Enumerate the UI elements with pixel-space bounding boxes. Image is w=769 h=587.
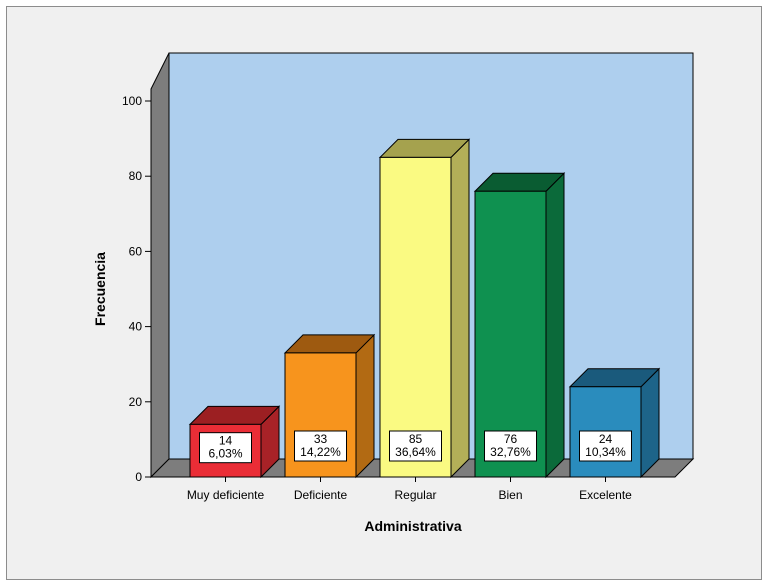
bar-side (640, 367, 660, 479)
data-label-count: 33 (314, 432, 328, 446)
y-tick-label: 0 (135, 470, 142, 484)
data-label-percent: 14,22% (300, 445, 341, 459)
data-label-box (484, 430, 537, 462)
data-label-count: 85 (409, 432, 423, 446)
y-tick-label: 20 (129, 395, 143, 409)
y-axis-title: Frecuencia (92, 252, 108, 326)
y-tick-label: 80 (129, 169, 143, 183)
data-label-percent: 36,64% (395, 445, 436, 459)
bar-front (379, 156, 452, 478)
bar-bien (473, 172, 566, 479)
left-wall (150, 52, 170, 479)
data-label-box (294, 430, 347, 462)
data-label-box (389, 430, 442, 462)
y-tick-label: 60 (129, 244, 143, 258)
data-label-count: 24 (599, 432, 613, 446)
bar-regular (378, 138, 471, 479)
x-tick-label: Excelente (579, 488, 632, 502)
data-label-count: 14 (219, 434, 233, 448)
bar-chart: 0 20 40 60 80 100 146,03% Muy deficiente 3314,2… (92, 52, 695, 534)
bar-side (355, 333, 375, 479)
data-label-percent: 32,76% (490, 445, 531, 459)
chart-frame: 0 20 40 60 80 100 14 6,03% Muy deficiente 33 14,2… (6, 6, 762, 580)
y-axis: 0 20 40 60 80 100 (122, 89, 152, 484)
bar-side (450, 138, 470, 479)
bar-front (474, 190, 547, 478)
data-label-box (199, 432, 252, 464)
x-axis-title: Administrativa (364, 518, 461, 534)
x-tick-label: Muy deficiente (187, 488, 265, 502)
y-tick-label: 40 (129, 320, 143, 334)
data-label-count: 76 (504, 432, 518, 446)
data-label-percent: 6,03% (208, 447, 242, 461)
x-tick-label: Deficiente (294, 488, 348, 502)
x-tick-label: Regular (394, 488, 436, 502)
y-tick-label: 100 (122, 94, 142, 108)
bar-side (545, 172, 565, 479)
data-label-percent: 10,34% (585, 445, 626, 459)
x-tick-label: Bien (498, 488, 522, 502)
data-label-box (579, 430, 632, 462)
data-label: 146,03% (199, 432, 252, 464)
